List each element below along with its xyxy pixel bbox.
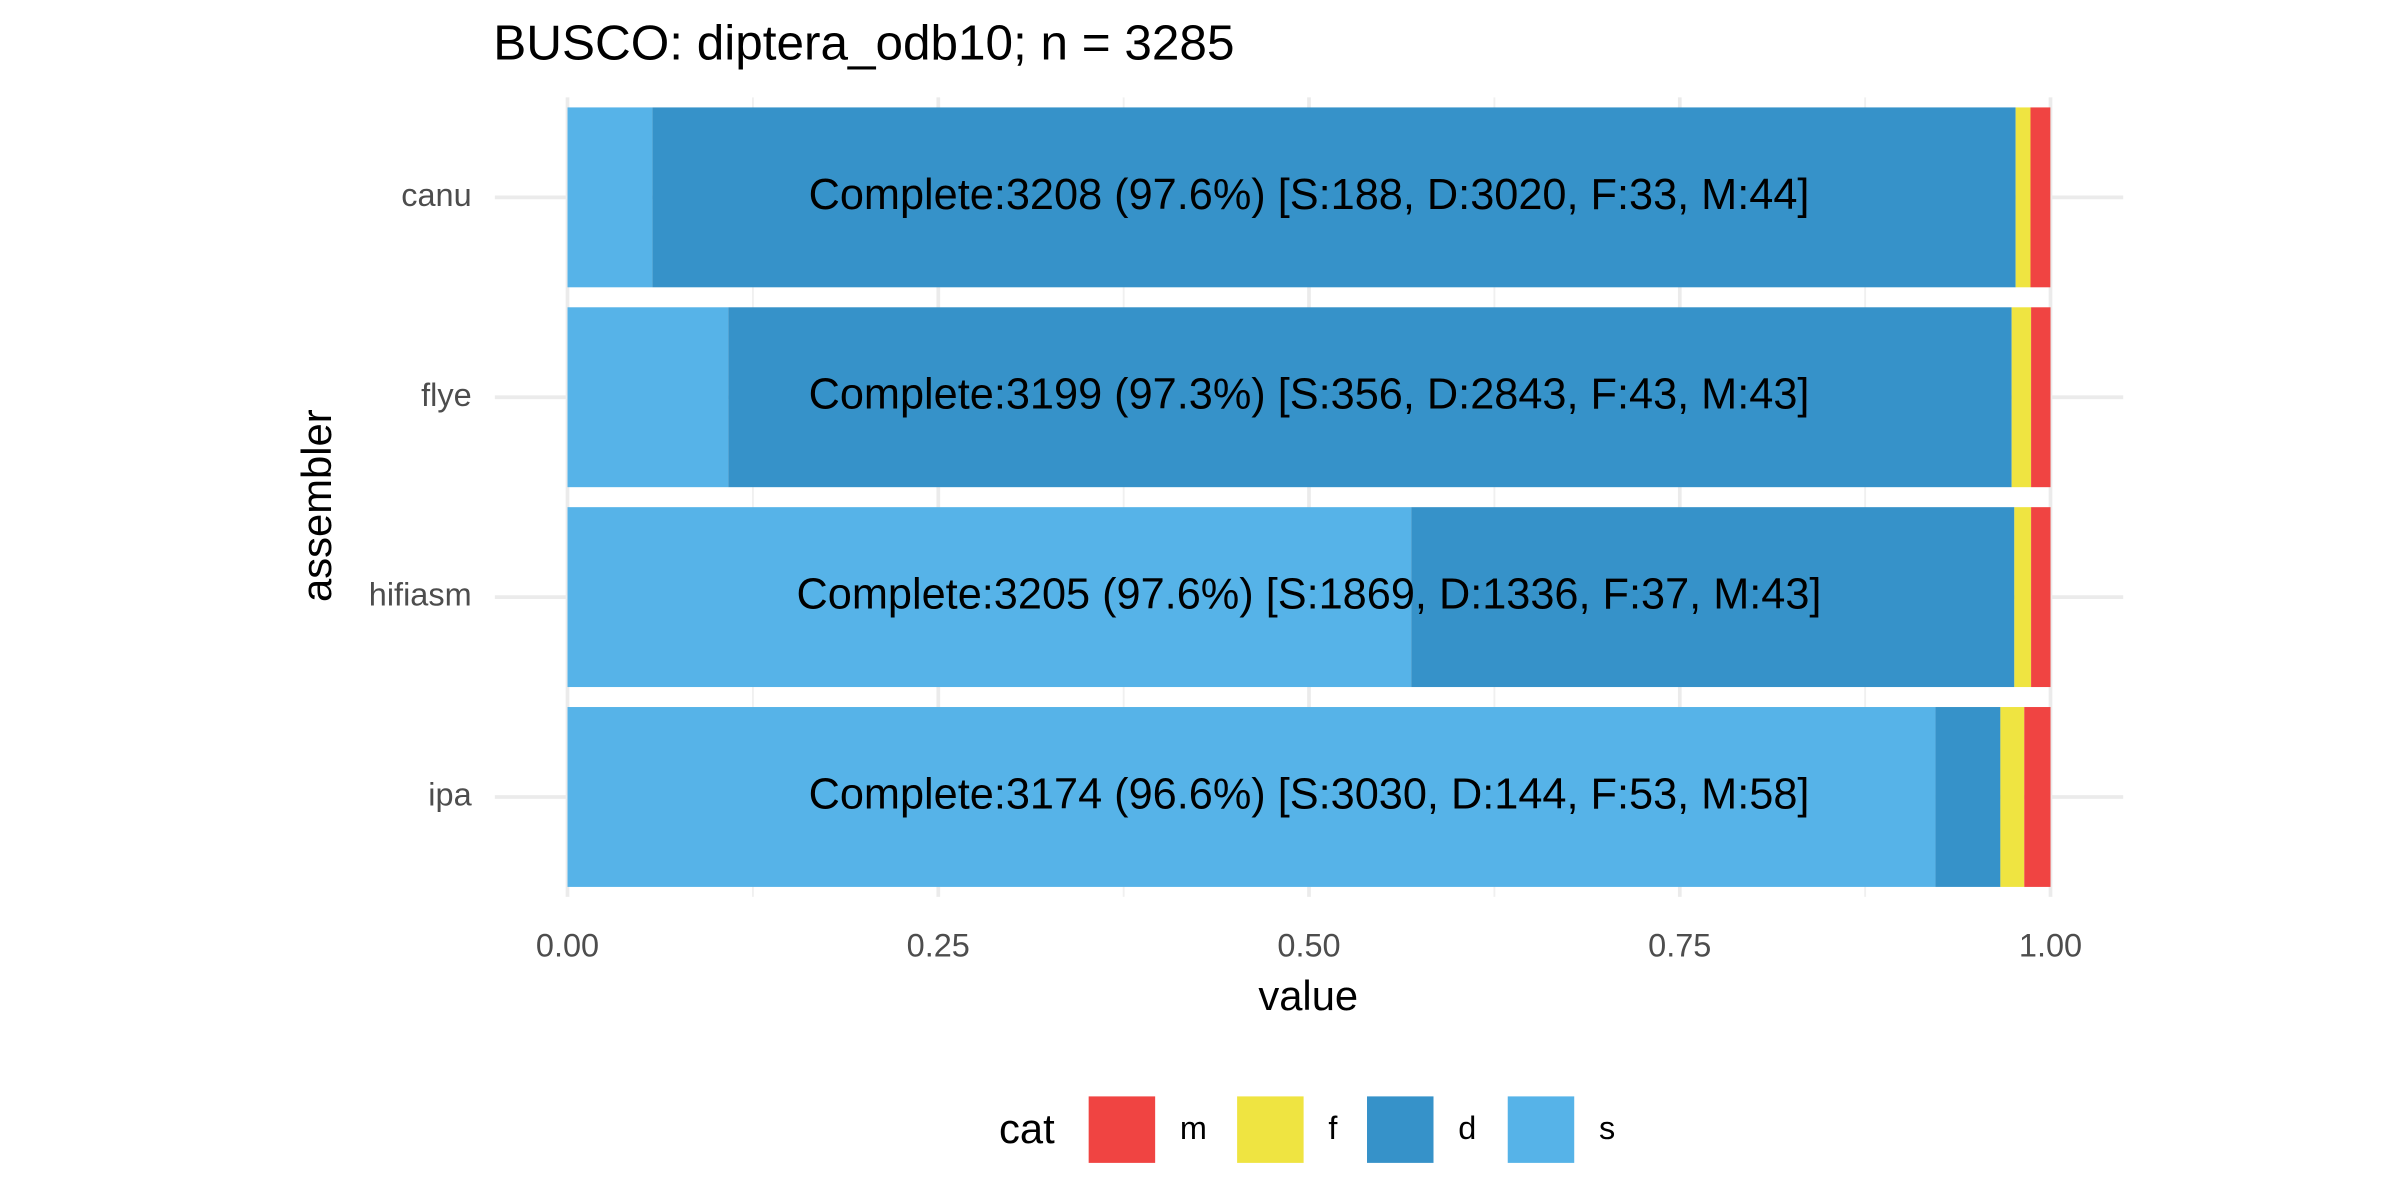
legend-label: f <box>1328 1110 1338 1146</box>
bar-annotation: Complete:3199 (97.3%) [S:356, D:2843, F:… <box>809 371 1810 419</box>
bar-segment <box>2031 307 2051 488</box>
y-axis-title: assembler <box>293 409 340 602</box>
x-axis-title: value <box>1258 972 1358 1019</box>
bar-segment <box>728 307 2012 488</box>
legend-label: d <box>1458 1110 1476 1146</box>
bar-segment <box>2000 707 2025 887</box>
y-tick-label: canu <box>401 177 471 213</box>
legend-label: m <box>1180 1110 1207 1146</box>
y-tick-label: hifiasm <box>369 577 472 613</box>
bar-segment <box>1935 707 2001 887</box>
bar-annotation: Complete:3205 (97.6%) [S:1869, D:1336, F… <box>797 571 1822 619</box>
bar-segment <box>567 707 1936 887</box>
legend-swatch <box>1367 1096 1434 1163</box>
x-tick-label: 0.50 <box>1277 928 1340 964</box>
y-tick-label: flye <box>421 377 472 413</box>
bar-segment <box>2015 107 2031 288</box>
bar-annotation: Complete:3174 (96.6%) [S:3030, D:144, F:… <box>809 770 1810 818</box>
x-tick-label: 0.00 <box>536 928 599 964</box>
bar-segment <box>2031 507 2051 688</box>
bar-segment <box>2014 507 2032 688</box>
legend-swatch <box>1507 1096 1575 1163</box>
y-tick-label: ipa <box>428 777 472 813</box>
x-tick-label: 0.75 <box>1648 928 1711 964</box>
bar-segment <box>652 107 2016 288</box>
legend-swatch <box>1088 1096 1156 1163</box>
bar-segment <box>1411 507 2015 688</box>
legend-swatch <box>1237 1096 1304 1163</box>
bar-annotation: Complete:3208 (97.6%) [S:188, D:3020, F:… <box>809 171 1810 219</box>
bar-segment <box>567 307 729 488</box>
legend-label: s <box>1599 1110 1615 1146</box>
chart-title: BUSCO: diptera_odb10; n = 3285 <box>493 15 1234 70</box>
bar-segment <box>2030 107 2051 288</box>
bar-segment <box>567 107 653 288</box>
bar-segment <box>567 507 1412 688</box>
bar-segment <box>2024 707 2051 887</box>
legend-title: cat <box>999 1105 1055 1152</box>
x-tick-label: 1.00 <box>2019 928 2082 964</box>
x-tick-label: 0.25 <box>907 928 970 964</box>
bar-segment <box>2011 307 2032 488</box>
